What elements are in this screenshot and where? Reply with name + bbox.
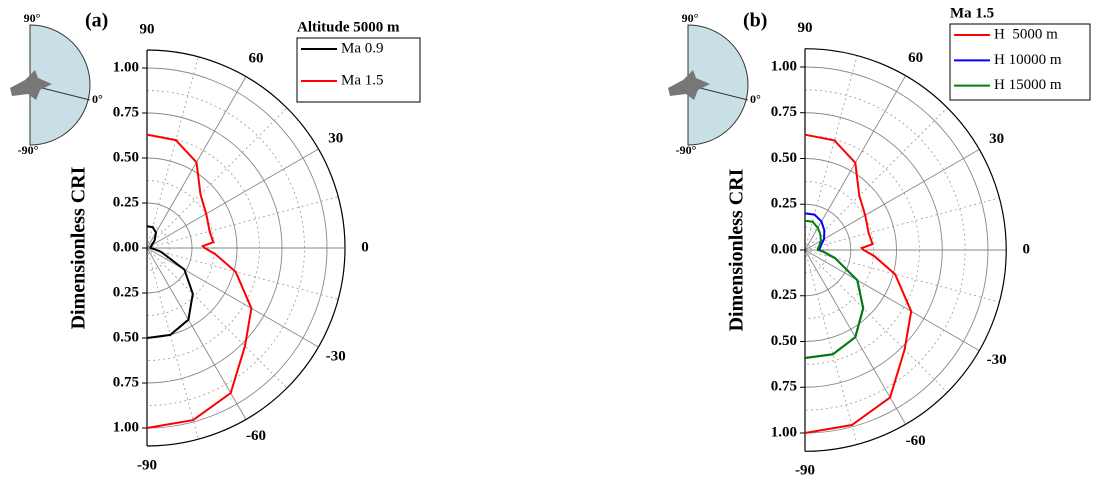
x-tick-label: -60 — [906, 433, 926, 449]
x-tick-label: 60 — [908, 50, 923, 66]
y-tick-label: 0.25 — [771, 287, 797, 303]
minor-grid — [804, 249, 858, 445]
y-tick-label: 0.00 — [771, 241, 797, 257]
inset-label: 90° — [24, 11, 41, 25]
series-line — [804, 219, 865, 359]
x-tick-label: 90 — [140, 21, 155, 37]
grid-spoke — [146, 247, 247, 420]
minor-grid — [804, 180, 875, 320]
x-tick-label: -30 — [326, 348, 346, 364]
inset-disc — [29, 24, 91, 146]
legend-title: Ma 1.5 — [950, 5, 994, 21]
y-tick-label: 1.00 — [771, 424, 797, 440]
minor-grid — [804, 55, 858, 251]
minor-grid — [146, 247, 199, 440]
y-tick-label: 0.75 — [113, 374, 139, 390]
inset-b — [668, 24, 749, 146]
y-tick-label: 0.25 — [113, 194, 139, 210]
legend-box — [949, 23, 1091, 101]
legend-label: Ma 1.5 — [341, 72, 384, 88]
y-tick-label: 0.50 — [771, 150, 797, 166]
minor-grid — [146, 247, 288, 389]
y-tick-label: 0.50 — [113, 329, 139, 345]
legend-title: Altitude 5000 m — [297, 19, 400, 35]
inset-label: -90° — [676, 143, 697, 157]
minor-grid — [804, 197, 1000, 251]
inset-label: -90° — [18, 143, 39, 157]
outer-arc — [146, 49, 346, 447]
y-tick-label: 0.75 — [113, 104, 139, 120]
minor-grid — [804, 249, 1000, 303]
y-tick-label: 0.25 — [771, 196, 797, 212]
legend-label: H 10000 m — [994, 52, 1062, 68]
y-tick-label: 0.75 — [771, 104, 797, 120]
x-tick-label: 0 — [1023, 241, 1031, 257]
panel-label: (a) — [85, 10, 108, 32]
inset-label: 0° — [92, 92, 103, 106]
y-tick-label: 0.50 — [113, 149, 139, 165]
y-tick-label: 0.50 — [771, 333, 797, 349]
y-tick-label: 1.00 — [113, 59, 139, 75]
inset-label: 0° — [750, 92, 761, 106]
legend-label: H 15000 m — [994, 77, 1062, 93]
y-tick-label: 0.25 — [113, 284, 139, 300]
minor-grid — [146, 196, 339, 249]
panel-label: (b) — [743, 10, 767, 32]
grid-spoke — [804, 148, 980, 251]
legend-label: H 5000 m — [994, 26, 1058, 42]
outer-arc — [804, 48, 1007, 452]
x-tick-label: 30 — [989, 131, 1004, 147]
y-tick-label: 0.75 — [771, 379, 797, 395]
y-axis-label: Dimensionless CRI — [68, 166, 90, 329]
legend-label: Ma 0.9 — [341, 40, 384, 56]
minor-grid — [804, 249, 948, 393]
inset-disc — [687, 24, 749, 146]
polar-plot: 0.00 0.25 0.25 0.50 0.50 0.75 0.75 1.00 1.00 -90 -… — [771, 20, 1030, 479]
y-tick-label: 0.00 — [113, 239, 139, 255]
series-line — [804, 133, 913, 434]
inset-a — [10, 24, 91, 146]
aircraft — [10, 70, 52, 100]
minor-grid — [146, 56, 199, 249]
aircraft — [668, 70, 710, 100]
y-axis-label: Dimensionless CRI — [726, 168, 748, 331]
x-tick-label: -90 — [795, 463, 815, 479]
x-tick-label: -90 — [137, 457, 157, 473]
grid-spoke — [146, 148, 319, 249]
y-tick-label: 1.00 — [113, 419, 139, 435]
series-line — [146, 133, 253, 429]
x-tick-label: -60 — [246, 428, 266, 444]
grid-spoke — [804, 249, 980, 352]
x-tick-label: 30 — [328, 130, 343, 146]
minor-grid — [146, 90, 305, 406]
polar-plot: 0.00 0.25 0.25 0.50 0.50 0.75 0.75 1.00 1.00 -90 -… — [113, 21, 369, 473]
inset-label: 90° — [682, 11, 699, 25]
series-line — [146, 225, 194, 339]
x-tick-label: 60 — [249, 51, 264, 67]
grid-spoke — [146, 247, 319, 348]
x-tick-label: -30 — [987, 352, 1007, 368]
y-tick-label: 1.00 — [771, 58, 797, 74]
x-tick-label: 90 — [798, 20, 813, 36]
minor-grid — [804, 107, 948, 251]
x-tick-label: 0 — [361, 239, 369, 255]
minor-grid — [146, 107, 288, 249]
minor-grid — [146, 247, 339, 300]
